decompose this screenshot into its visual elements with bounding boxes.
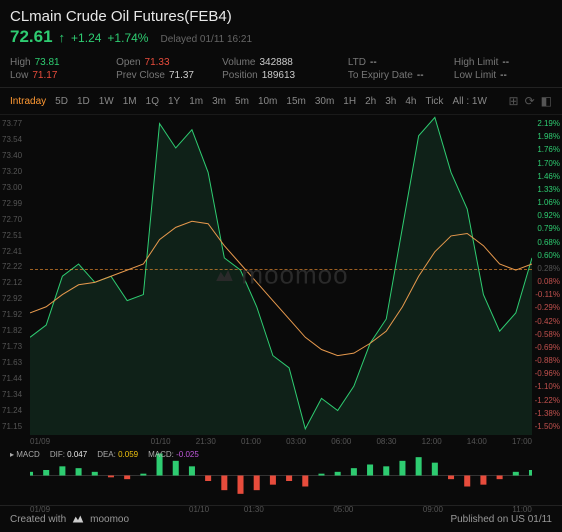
volume-value: 342888: [260, 57, 293, 68]
x-axis: 01/0901/1021:3001:0003:0006:0008:3012:00…: [0, 435, 562, 448]
timeframe-15m[interactable]: 15m: [286, 96, 305, 107]
timeframe-bar: Intraday 5D 1D 1W 1M 1Q 1Y 1m 3m 5m 10m 15m 30m 1H 2h 3…: [0, 88, 562, 115]
position-label: Position: [222, 70, 258, 81]
high-limit-label: High Limit: [454, 57, 498, 68]
timeframe-5m[interactable]: 5m: [235, 96, 249, 107]
layers-icon[interactable]: ◧: [541, 94, 552, 108]
timeframe-1d[interactable]: 1D: [77, 96, 90, 107]
price-chart[interactable]: 73.7773.5473.4073.2073.0072.9972.7072.51…: [0, 115, 562, 435]
delayed-label: Delayed 01/11 16:21: [160, 34, 252, 45]
timeframe-2h[interactable]: 2h: [365, 96, 376, 107]
timeframe-tick[interactable]: Tick: [425, 96, 443, 107]
price-change: +1.24: [71, 31, 101, 45]
timeframe-intraday[interactable]: Intraday: [10, 96, 46, 107]
volume-label: Volume: [222, 57, 255, 68]
arrow-up-icon: ↑: [59, 30, 66, 45]
timeframe-4h[interactable]: 4h: [405, 96, 416, 107]
created-with-label: Created with: [10, 514, 66, 525]
high-limit-value: --: [502, 57, 509, 68]
settings-icon[interactable]: ⊞: [509, 94, 519, 108]
ltd-label: LTD: [348, 57, 366, 68]
price-change-pct: +1.74%: [107, 31, 148, 45]
timeframe-1h[interactable]: 1H: [343, 96, 356, 107]
timeframe-all1w[interactable]: All : 1W: [452, 96, 486, 107]
timeframe-1m[interactable]: 1M: [123, 96, 137, 107]
refresh-icon[interactable]: ⟳: [525, 94, 535, 108]
last-price: 72.61: [10, 27, 53, 47]
macd-panel[interactable]: ▸ MACD DIF: 0.047 DEA: 0.059 MACD: -0.02…: [0, 448, 562, 503]
timeframe-10m[interactable]: 10m: [258, 96, 277, 107]
low-limit-label: Low Limit: [454, 70, 496, 81]
ltd-value: --: [370, 57, 377, 68]
expiry-label: To Expiry Date: [348, 70, 413, 81]
open-label: Open: [116, 57, 140, 68]
high-value: 73.81: [35, 57, 60, 68]
open-value: 71.33: [145, 57, 170, 68]
timeframe-1w[interactable]: 1W: [99, 96, 114, 107]
prev-close-value: 71.37: [169, 70, 194, 81]
timeframe-1y[interactable]: 1Y: [168, 96, 180, 107]
macd-val: MACD: -0.025: [148, 450, 199, 459]
timeframe-3m[interactable]: 3m: [212, 96, 226, 107]
info-grid: High 73.81 Open 71.33 Volume 342888 LTD -- H…: [0, 51, 562, 88]
expiry-value: --: [417, 70, 424, 81]
position-value: 189613: [262, 70, 295, 81]
price-row: 72.61 ↑ +1.24 +1.74% Delayed 01/11 16:21: [10, 27, 552, 47]
timeframe-1m[interactable]: 1m: [189, 96, 203, 107]
reference-line: [30, 269, 532, 270]
footer: Created with moomoo Published on US 01/1…: [0, 505, 562, 532]
brand-name: moomoo: [90, 514, 129, 525]
low-limit-value: --: [500, 70, 507, 81]
high-label: High: [10, 57, 31, 68]
y-axis-right: 2.19%1.98%1.76%1.70%1.46%1.33%1.06%0.92%…: [535, 115, 560, 435]
published-label: Published on US 01/11: [450, 514, 552, 525]
timeframe-1q[interactable]: 1Q: [146, 96, 159, 107]
low-value: 71.17: [32, 70, 57, 81]
y-axis-left: 73.7773.5473.4073.2073.0072.9972.7072.51…: [2, 115, 22, 435]
timeframe-30m[interactable]: 30m: [315, 96, 334, 107]
macd-title: ▸ MACD: [10, 450, 40, 459]
low-label: Low: [10, 70, 28, 81]
macd-dea: DEA: 0.059: [97, 450, 138, 459]
brand-icon: [71, 512, 85, 526]
instrument-title: CLmain Crude Oil Futures(FEB4): [10, 8, 552, 25]
timeframe-5d[interactable]: 5D: [55, 96, 68, 107]
timeframe-3h[interactable]: 3h: [385, 96, 396, 107]
macd-dif: DIF: 0.047: [50, 450, 87, 459]
prev-close-label: Prev Close: [116, 70, 165, 81]
